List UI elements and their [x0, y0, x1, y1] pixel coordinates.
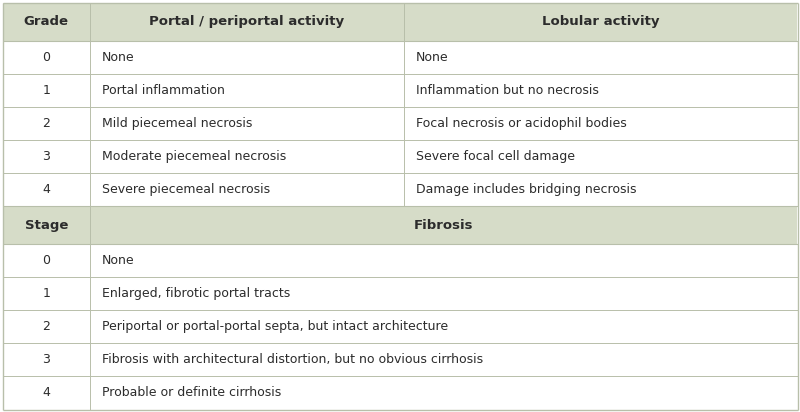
- Text: Focal necrosis or acidophil bodies: Focal necrosis or acidophil bodies: [416, 117, 626, 130]
- Bar: [2, 377, 798, 410]
- Text: Severe piecemeal necrosis: Severe piecemeal necrosis: [102, 183, 270, 196]
- Text: Stage: Stage: [25, 218, 68, 232]
- Text: Mild piecemeal necrosis: Mild piecemeal necrosis: [102, 117, 252, 130]
- Text: Enlarged, fibrotic portal tracts: Enlarged, fibrotic portal tracts: [102, 287, 290, 300]
- Text: 4: 4: [42, 386, 50, 400]
- Text: 3: 3: [42, 353, 50, 366]
- Text: 0: 0: [42, 51, 50, 63]
- Bar: [2, 206, 798, 244]
- Bar: [2, 244, 798, 277]
- Bar: [2, 107, 798, 140]
- Text: 2: 2: [42, 117, 50, 130]
- Bar: [2, 173, 798, 206]
- Text: Lobular activity: Lobular activity: [542, 15, 659, 28]
- Text: Fibrosis: Fibrosis: [414, 218, 474, 232]
- Text: 4: 4: [42, 183, 50, 196]
- Bar: [2, 140, 798, 173]
- Text: Probable or definite cirrhosis: Probable or definite cirrhosis: [102, 386, 282, 400]
- Text: Damage includes bridging necrosis: Damage includes bridging necrosis: [416, 183, 637, 196]
- Text: Fibrosis with architectural distortion, but no obvious cirrhosis: Fibrosis with architectural distortion, …: [102, 353, 483, 366]
- Text: None: None: [102, 254, 134, 267]
- Bar: [2, 277, 798, 310]
- Text: Portal / periportal activity: Portal / periportal activity: [150, 15, 345, 28]
- Text: 3: 3: [42, 150, 50, 163]
- Text: 2: 2: [42, 320, 50, 333]
- Text: Inflammation but no necrosis: Inflammation but no necrosis: [416, 84, 599, 97]
- Bar: [2, 74, 798, 107]
- Text: 1: 1: [42, 84, 50, 97]
- Text: 0: 0: [42, 254, 50, 267]
- Bar: [2, 40, 798, 74]
- Bar: [2, 343, 798, 377]
- Bar: [2, 2, 798, 40]
- Text: Grade: Grade: [24, 15, 69, 28]
- Text: Periportal or portal-portal septa, but intact architecture: Periportal or portal-portal septa, but i…: [102, 320, 448, 333]
- Text: None: None: [416, 51, 449, 63]
- Text: Moderate piecemeal necrosis: Moderate piecemeal necrosis: [102, 150, 286, 163]
- Text: None: None: [102, 51, 134, 63]
- Text: 1: 1: [42, 287, 50, 300]
- Bar: [2, 310, 798, 343]
- Text: Portal inflammation: Portal inflammation: [102, 84, 225, 97]
- Text: Severe focal cell damage: Severe focal cell damage: [416, 150, 575, 163]
